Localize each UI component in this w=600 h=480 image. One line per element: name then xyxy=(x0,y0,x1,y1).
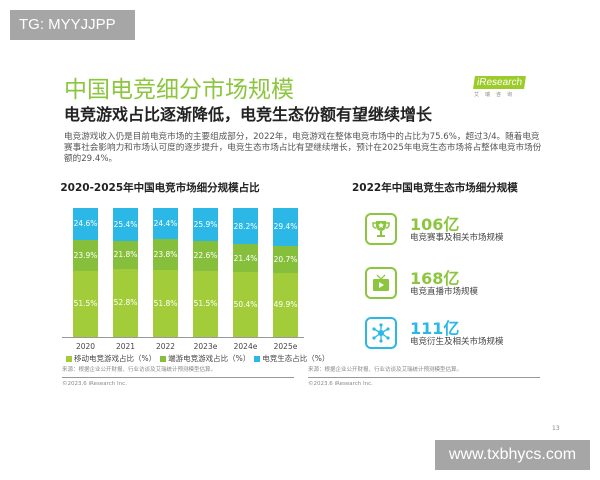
x-tick-label: 2023e xyxy=(193,342,218,351)
legend-label-ecosystem: 电竞生态占比（%） xyxy=(262,354,330,363)
footnote-left: 来源：根据企业公开财报、行业访谈及艾瑞统计预测模型估算。 ©2023.6 iRe… xyxy=(62,367,294,387)
page-number: 13 xyxy=(552,425,560,432)
bar-segment-mobile-2020: 51.5% xyxy=(73,270,98,337)
legend-label-pc: 端游电竞游戏占比（%） xyxy=(168,354,251,363)
x-tick-label: 2020 xyxy=(75,342,96,351)
legend-swatch-pc xyxy=(160,356,167,362)
chart-legend: 移动电竞游戏占比（%） 端游电竞游戏占比（%） 电竞生态占比（%） xyxy=(62,353,329,364)
watermark-bottom-right: www.txbhycs.com xyxy=(435,440,590,470)
bar-segment-pc-2022: 23.8% xyxy=(153,239,178,271)
legend-swatch-ecosystem xyxy=(254,356,261,362)
chart-title: 2020-2025年中国电竞市场细分规模占比 xyxy=(60,182,260,194)
x-tick-label: 2025e xyxy=(273,342,298,351)
bar-segment-pc-2020: 23.9% xyxy=(73,239,98,271)
summary-paragraph: 电竞游戏收入仍是目前电竞市场的主要组成部分，2022年，电竞游戏在整体电竞市场中… xyxy=(64,132,542,164)
bar-segment-pc-2023e: 22.6% xyxy=(193,241,218,271)
page-title: 中国电竞细分市场规模 xyxy=(64,77,294,103)
legend-label-mobile: 移动电竞游戏占比（%） xyxy=(74,354,157,363)
footnote-right: 来源：根据企业公开财报、行业访谈及艾瑞统计预测模型估算。 ©2023.6 iRe… xyxy=(308,367,540,387)
x-tick-label: 2024e xyxy=(233,342,258,351)
bar-segment-ecosystem-2023e: 25.9% xyxy=(193,208,218,242)
watermark-top-left: TG: MYYJJPP xyxy=(10,10,135,40)
trophy-icon xyxy=(365,213,397,245)
bar-segment-mobile-2024e: 50.4% xyxy=(233,271,258,337)
bar-segment-ecosystem-2025e: 29.4% xyxy=(273,208,298,246)
bar-segment-pc-2021: 21.8% xyxy=(113,240,138,269)
bar-segment-ecosystem-2021: 25.4% xyxy=(113,208,138,241)
bar-segment-mobile-2022: 51.8% xyxy=(153,270,178,337)
bar-segment-pc-2024e: 21.4% xyxy=(233,244,258,272)
legend-swatch-mobile xyxy=(66,356,72,362)
iresearch-logo: iResearch 艾瑞咨询 xyxy=(473,70,540,98)
tv-play-icon xyxy=(365,267,397,299)
ecosystem-title: 2022年中国电竞生态市场细分规模 xyxy=(352,182,518,194)
bar-segment-ecosystem-2022: 24.4% xyxy=(153,208,178,240)
x-tick-label: 2022 xyxy=(155,342,176,351)
bar-segment-pc-2025e: 20.7% xyxy=(273,245,298,273)
network-icon xyxy=(365,317,397,349)
bar-segment-ecosystem-2024e: 28.2% xyxy=(233,208,258,245)
x-axis-line xyxy=(62,337,304,338)
bar-segment-ecosystem-2020: 24.6% xyxy=(73,208,98,240)
bar-segment-mobile-2021: 52.8% xyxy=(113,268,138,337)
page-subtitle: 电竞游戏占比逐渐降低，电竞生态份额有望继续增长 xyxy=(64,105,433,124)
bar-segment-mobile-2025e: 49.9% xyxy=(273,272,298,337)
x-tick-label: 2021 xyxy=(115,342,136,351)
bar-segment-mobile-2023e: 51.5% xyxy=(193,270,218,337)
